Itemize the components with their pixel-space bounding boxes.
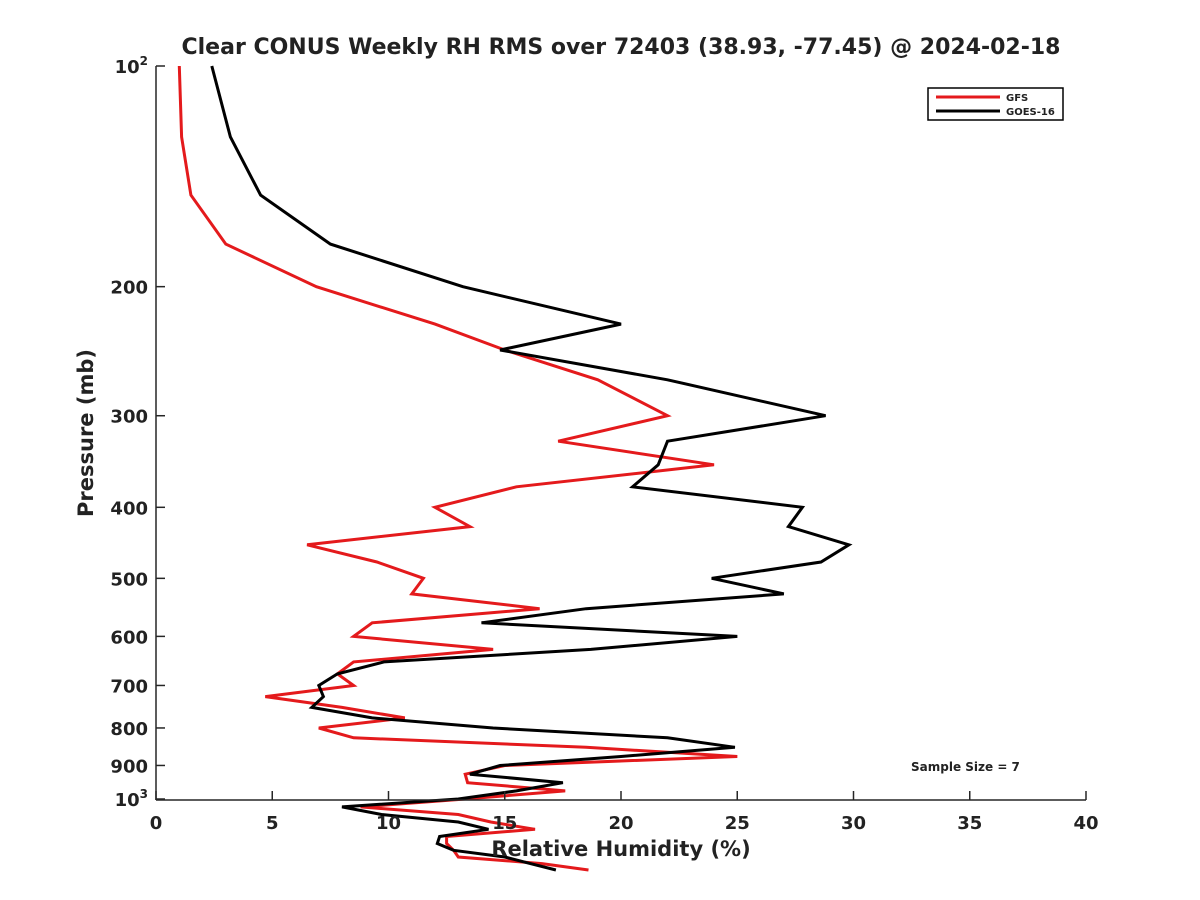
y-ticks: 102 200 300 400 500 600 700 800 900 103 <box>110 54 165 811</box>
x-tick-label: 25 <box>725 813 750 834</box>
sample-size-annotation: Sample Size = 7 <box>911 760 1020 774</box>
x-tick-label: 40 <box>1073 813 1098 834</box>
legend-label-gfs: GFS <box>1006 93 1028 104</box>
series-line-goes16 <box>210 65 853 872</box>
y-tick-label: 800 <box>110 719 148 740</box>
legend: GFS GOES-16 <box>927 87 1064 121</box>
y-tick-label: 102 <box>115 54 148 78</box>
x-tick-label: 15 <box>492 813 517 834</box>
x-tick-label: 35 <box>957 813 982 834</box>
x-tick-label: 5 <box>266 813 279 834</box>
x-tick-label: 20 <box>608 813 633 834</box>
legend-box <box>927 87 1064 121</box>
plot-area: 0 5 10 15 20 25 30 35 40 102 200 300 400 500 600 700 80… <box>110 54 1099 872</box>
y-tick-label: 300 <box>110 407 148 428</box>
x-axis-label: Relative Humidity (%) <box>491 837 750 861</box>
chart-title: Clear CONUS Weekly RH RMS over 72403 (38… <box>182 35 1061 60</box>
x-ticks: 0 5 10 15 20 25 30 35 40 <box>150 791 1099 834</box>
y-tick-label: 200 <box>110 278 148 299</box>
x-tick-label: 0 <box>150 813 163 834</box>
y-axis-label: Pressure (mb) <box>74 349 98 517</box>
y-tick-label: 900 <box>110 756 148 777</box>
y-tick-label: 400 <box>110 498 148 519</box>
y-tick-label: 700 <box>110 676 148 697</box>
y-tick-label: 500 <box>110 569 148 590</box>
series-lines <box>177 65 853 872</box>
x-tick-label: 30 <box>841 813 866 834</box>
y-tick-label: 103 <box>115 787 148 811</box>
legend-label-goes16: GOES-16 <box>1006 107 1055 118</box>
y-tick-label: 600 <box>110 627 148 648</box>
x-tick-label: 10 <box>376 813 401 834</box>
